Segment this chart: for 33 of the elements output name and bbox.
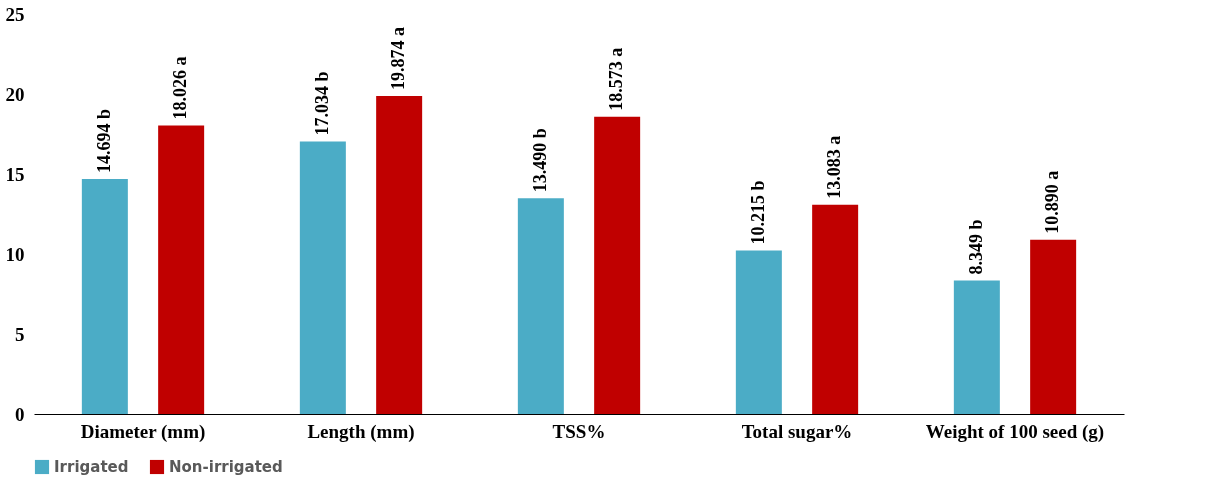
bar xyxy=(594,116,641,414)
x-tick-label: Diameter (mm) xyxy=(80,420,206,443)
y-tick-label: 20 xyxy=(5,83,25,105)
bar xyxy=(299,141,346,414)
data-label: 13.083 a xyxy=(824,135,845,199)
bar xyxy=(812,204,859,414)
data-label: 19.874 a xyxy=(388,27,409,91)
x-tick-label: Weight of 100 seed (g) xyxy=(925,420,1105,443)
x-tick-label: TSS% xyxy=(552,420,606,442)
y-tick-label: 25 xyxy=(5,3,25,25)
data-label: 14.694 b xyxy=(93,108,114,173)
bar xyxy=(735,250,782,414)
x-tick-label: Total sugar% xyxy=(741,420,853,442)
bar xyxy=(517,198,564,414)
data-label: 17.034 b xyxy=(311,71,332,136)
data-label: 10.215 b xyxy=(747,180,768,245)
bar xyxy=(1030,239,1077,414)
bar xyxy=(81,178,128,414)
y-tick-label: 10 xyxy=(5,243,25,265)
data-label: 18.026 a xyxy=(170,56,191,120)
data-label: 8.349 b xyxy=(965,219,986,275)
legend-label: Non-irrigated xyxy=(169,458,283,476)
data-label: 10.890 a xyxy=(1042,170,1063,234)
legend-label: Irrigated xyxy=(54,458,129,476)
y-tick-label: 5 xyxy=(15,323,25,345)
bar xyxy=(953,280,1000,414)
y-tick-label: 0 xyxy=(15,403,25,425)
bar xyxy=(158,125,205,414)
data-label: 13.490 b xyxy=(529,128,550,193)
x-tick-label: Length (mm) xyxy=(307,420,415,443)
y-tick-label: 15 xyxy=(5,163,25,185)
bar xyxy=(376,96,423,414)
data-label: 18.573 a xyxy=(606,47,627,111)
